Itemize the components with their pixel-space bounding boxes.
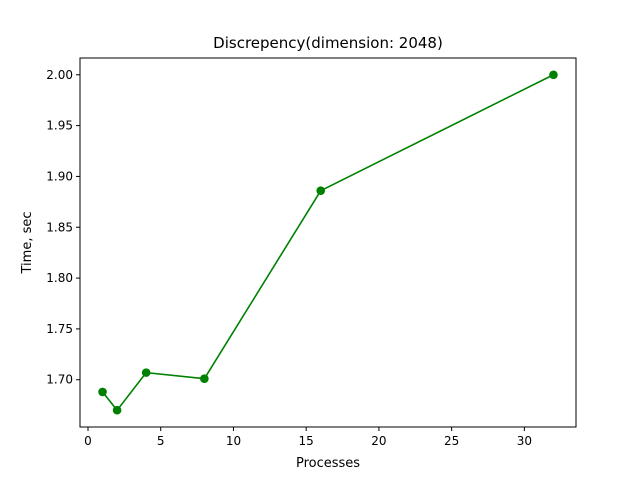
series-layer (98, 70, 558, 415)
plot-frame (79, 57, 577, 428)
x-axis-ticks: 0 5 10 15 20 25 30 (84, 427, 532, 448)
x-tick-label: 30 (517, 434, 532, 448)
chart-title: Discrepency(dimension: 2048) (213, 34, 443, 52)
x-axis-label: Processes (296, 456, 360, 471)
y-axis-ticks: 1.70 1.75 1.80 1.85 1.90 1.95 2.00 (46, 68, 80, 387)
x-tick-label: 20 (371, 434, 386, 448)
x-tick-label: 15 (299, 434, 314, 448)
x-tick-label: 10 (226, 434, 241, 448)
data-point (200, 374, 209, 384)
x-tick-label: 0 (84, 434, 92, 448)
data-point (316, 186, 326, 195)
data-point (112, 405, 122, 415)
data-point (98, 387, 107, 397)
y-tick-label: 1.70 (46, 373, 73, 387)
y-tick-label: 1.80 (46, 271, 73, 285)
y-tick-label: 1.75 (46, 322, 73, 336)
y-tick-label: 1.90 (46, 169, 73, 183)
y-tick-label: 1.85 (46, 220, 73, 234)
data-point (141, 368, 151, 377)
x-tick-label: 5 (157, 434, 165, 448)
y-tick-label: 2.00 (46, 68, 73, 82)
y-axis-label: Time, sec (20, 212, 35, 275)
data-point (549, 70, 558, 80)
y-tick-label: 1.95 (46, 119, 73, 133)
x-tick-label: 25 (444, 434, 459, 448)
